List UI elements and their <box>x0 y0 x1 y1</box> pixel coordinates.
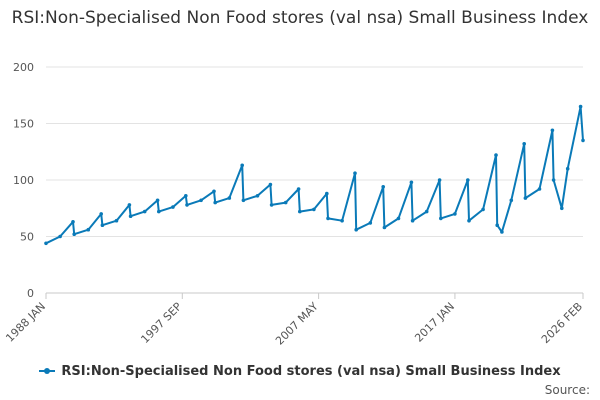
data-point[interactable] <box>551 178 556 182</box>
data-point[interactable] <box>227 196 232 200</box>
data-point[interactable] <box>500 230 504 234</box>
data-point[interactable] <box>509 198 514 203</box>
x-tick-label: 2007 MAY <box>273 300 321 348</box>
data-point[interactable] <box>171 205 175 209</box>
data-point[interactable] <box>128 214 133 218</box>
data-point[interactable] <box>127 203 132 207</box>
data-point[interactable] <box>340 218 344 223</box>
series-layer <box>44 104 585 246</box>
legend[interactable]: RSI:Non-Specialised Non Food stores (val… <box>0 364 600 379</box>
data-point[interactable] <box>71 220 75 224</box>
data-point[interactable] <box>114 218 119 223</box>
data-point[interactable] <box>298 209 302 214</box>
data-point[interactable] <box>581 138 585 143</box>
x-tick-label: 1997 SEP <box>138 300 184 346</box>
data-point[interactable] <box>99 212 103 216</box>
legend-label: RSI:Non-Specialised Non Food stores (val… <box>61 364 561 379</box>
data-point[interactable] <box>72 232 76 236</box>
legend-marker <box>39 367 56 374</box>
data-point[interactable] <box>325 191 329 196</box>
data-point[interactable] <box>142 209 147 214</box>
gridlines <box>46 66 583 294</box>
data-point[interactable] <box>495 223 500 227</box>
chart-title: RSI:Non-Specialised Non Food stores (val… <box>11 8 589 28</box>
data-point[interactable] <box>100 223 105 227</box>
data-point[interactable] <box>283 200 288 205</box>
data-point[interactable] <box>241 198 246 203</box>
y-tick-label: 0 <box>27 287 34 300</box>
data-point[interactable] <box>155 198 160 203</box>
data-point[interactable] <box>240 163 244 168</box>
x-tick-label: 2017 JAN <box>412 300 457 345</box>
data-point[interactable] <box>86 227 91 232</box>
data-point[interactable] <box>396 216 401 221</box>
data-point[interactable] <box>296 187 301 191</box>
data-point[interactable] <box>537 187 542 191</box>
data-point[interactable] <box>578 104 583 109</box>
data-point[interactable] <box>312 207 316 212</box>
data-point[interactable] <box>494 153 498 157</box>
data-point[interactable] <box>269 203 274 207</box>
data-point[interactable] <box>382 225 387 230</box>
data-point[interactable] <box>326 216 330 221</box>
data-point[interactable] <box>213 200 217 205</box>
data-point[interactable] <box>199 198 203 203</box>
data-point[interactable] <box>268 182 273 187</box>
data-point[interactable] <box>212 189 216 194</box>
data-point[interactable] <box>523 196 528 200</box>
y-axis: 0 50 100 150 200 <box>13 61 34 300</box>
data-point[interactable] <box>381 185 386 189</box>
data-point[interactable] <box>44 241 48 246</box>
data-point[interactable] <box>437 178 442 182</box>
data-point[interactable] <box>481 207 485 212</box>
data-point[interactable] <box>354 227 359 232</box>
data-point[interactable] <box>439 216 443 221</box>
data-point[interactable] <box>368 221 373 225</box>
y-tick-label: 200 <box>13 61 34 74</box>
data-point[interactable] <box>550 128 555 133</box>
data-point[interactable] <box>565 166 570 171</box>
x-axis: 1988 JAN 1997 SEP 2007 MAY 2017 JAN 2026 FEB <box>3 292 585 348</box>
data-point[interactable] <box>560 206 564 211</box>
data-point[interactable] <box>410 218 415 223</box>
data-point[interactable] <box>157 209 161 214</box>
series-line[interactable] <box>45 105 584 245</box>
data-point[interactable] <box>453 212 457 216</box>
y-tick-label: 150 <box>13 118 34 131</box>
y-tick-label: 50 <box>20 231 34 244</box>
data-point[interactable] <box>466 178 470 182</box>
x-tick-label: 1988 JAN <box>3 300 48 345</box>
data-point[interactable] <box>424 209 429 214</box>
data-point[interactable] <box>467 218 471 223</box>
y-tick-label: 100 <box>13 174 34 187</box>
data-point[interactable] <box>409 180 414 185</box>
data-point[interactable] <box>353 171 357 175</box>
x-tick-label: 2026 FEB <box>539 300 585 346</box>
data-point[interactable] <box>58 234 62 239</box>
data-point[interactable] <box>255 194 260 198</box>
data-point[interactable] <box>522 142 526 146</box>
data-point[interactable] <box>184 194 188 198</box>
source-label: Source: <box>544 383 590 397</box>
data-point[interactable] <box>185 203 189 207</box>
